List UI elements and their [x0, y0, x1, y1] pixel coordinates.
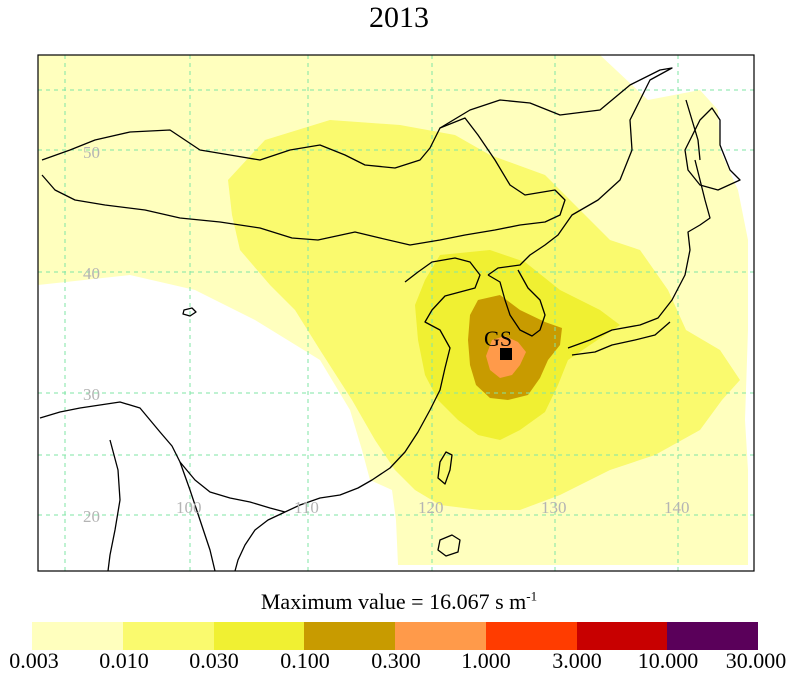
colorbar-tick-1: 0.003 — [9, 648, 59, 673]
lat-label-30: 30 — [83, 385, 100, 404]
grid-labels: 50 40 30 20 100 110 120 130 140 — [83, 143, 690, 526]
northeast-coast — [439, 67, 673, 276]
colorbar-swatch-2 — [122, 622, 214, 650]
lon-label-100: 100 — [176, 498, 202, 517]
china-east-coast — [284, 257, 481, 513]
colorbar-tick-3: 0.030 — [189, 648, 239, 673]
colorbar-tick-7: 3.000 — [552, 648, 602, 673]
vietnam-border — [179, 461, 216, 571]
sakhalin — [685, 99, 701, 161]
lon-label-140: 140 — [664, 498, 690, 517]
colorbar-tick-8: 10.000 — [637, 648, 699, 673]
colorbar-swatch-4 — [304, 622, 395, 650]
colorbar-tick-6: 1.000 — [461, 648, 511, 673]
colorbar-swatch-1 — [32, 622, 123, 650]
max-value-unit-exponent: -1 — [526, 588, 538, 604]
max-value-text: Maximum value = 16.067 s m — [260, 589, 527, 614]
station-marker — [500, 348, 512, 360]
lat-label-40: 40 — [83, 264, 100, 283]
station-label: GS — [484, 326, 512, 351]
lon-label-120: 120 — [418, 498, 444, 517]
colorbar-tick-2: 0.010 — [99, 648, 149, 673]
korea-peninsula — [487, 269, 546, 337]
coastlines — [39, 67, 741, 571]
lat-label-20: 20 — [83, 507, 100, 526]
colorbar-swatch-7 — [576, 622, 668, 650]
colorbar-tick-4: 0.100 — [280, 648, 330, 673]
max-value-label: Maximum value = 16.067 s m-1 — [0, 588, 798, 616]
map-frame — [37, 54, 755, 572]
lat-label-50: 50 — [83, 143, 100, 162]
hokkaido — [684, 107, 741, 191]
lon-label-110: 110 — [294, 498, 319, 517]
colorbar — [32, 622, 758, 650]
south-asia-borders — [39, 401, 286, 513]
colorbar-swatch-6 — [485, 622, 577, 650]
qinghai-lake — [182, 307, 197, 317]
taiwan — [437, 451, 453, 485]
colorbar-swatch-8 — [667, 622, 758, 650]
japan-south-coast — [571, 321, 671, 356]
indochina-coast — [234, 511, 286, 571]
lat-lon-gridlines — [38, 55, 754, 571]
hainan — [437, 534, 461, 557]
colorbar-tick-5: 0.300 — [371, 648, 421, 673]
japan-honshu — [567, 159, 711, 349]
mongolia-border — [41, 117, 566, 246]
colorbar-swatch-3 — [213, 622, 305, 650]
colorbar-swatch-5 — [395, 622, 486, 650]
colorbar-tick-9: 30.000 — [725, 648, 787, 673]
lon-label-130: 130 — [541, 498, 567, 517]
map-title: 2013 — [369, 1, 429, 34]
myanmar-border — [107, 439, 121, 571]
